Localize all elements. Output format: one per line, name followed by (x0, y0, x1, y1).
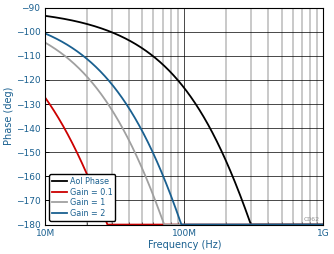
Aol Phase (150, 54, 154, 57)
Gain = 0.1 (316, 223, 320, 226)
Gain = 1 (92, 83, 96, 86)
Gain = 1 (321, 223, 325, 226)
Aol Phase (321, 223, 325, 226)
Aol Phase (92, 24, 96, 27)
Aol Phase (316, 223, 320, 226)
Line: Gain = 1: Gain = 1 (45, 43, 323, 225)
Gain = 1 (162, 223, 166, 226)
Gain = 0.1 (75, 151, 79, 154)
Line: Gain = 2: Gain = 2 (45, 34, 323, 225)
Aol Phase (162, 64, 166, 67)
Line: Aol Phase: Aol Phase (45, 16, 323, 225)
Gain = 0.1 (43, 96, 47, 99)
X-axis label: Frequency (Hz): Frequency (Hz) (148, 240, 221, 250)
Gain = 0.1 (92, 188, 96, 191)
Text: C062: C062 (303, 217, 319, 223)
Gain = 0.1 (162, 223, 166, 226)
Gain = 0.1 (321, 223, 325, 226)
Aol Phase (75, 20, 79, 23)
Gain = 1 (316, 223, 320, 226)
Y-axis label: Phase (deg): Phase (deg) (4, 87, 14, 145)
Gain = 2 (162, 177, 166, 180)
Gain = 0.1 (105, 223, 109, 226)
Aol Phase (286, 223, 290, 226)
Gain = 2 (316, 223, 320, 226)
Gain = 2 (92, 63, 96, 66)
Gain = 2 (321, 223, 325, 226)
Gain = 0.1 (286, 223, 290, 226)
Gain = 2 (286, 223, 290, 226)
Gain = 2 (150, 149, 154, 152)
Gain = 1 (75, 65, 79, 68)
Aol Phase (249, 223, 253, 226)
Gain = 0.1 (150, 223, 154, 226)
Gain = 2 (179, 223, 183, 226)
Gain = 1 (286, 223, 290, 226)
Line: Gain = 0.1: Gain = 0.1 (45, 98, 323, 225)
Gain = 1 (150, 190, 154, 193)
Gain = 2 (43, 32, 47, 35)
Aol Phase (43, 14, 47, 17)
Gain = 1 (43, 41, 47, 44)
Legend: Aol Phase, Gain = 0.1, Gain = 1, Gain = 2: Aol Phase, Gain = 0.1, Gain = 1, Gain = … (49, 174, 115, 220)
Gain = 2 (75, 50, 79, 53)
Gain = 1 (162, 223, 166, 226)
